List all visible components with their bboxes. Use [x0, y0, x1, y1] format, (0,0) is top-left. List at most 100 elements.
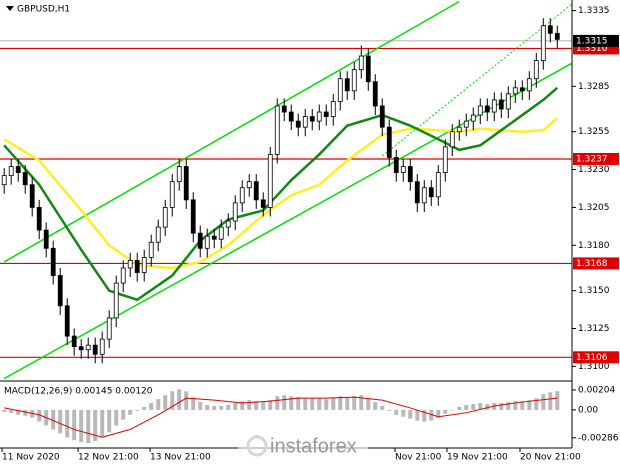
x-tick-label: 11 Nov 2020	[2, 453, 60, 463]
y-tick-label: 1.3125	[578, 324, 610, 334]
macd-bar	[548, 392, 553, 410]
macd-bar	[289, 396, 294, 410]
chart-title: GBPUSD,H1	[17, 5, 70, 15]
macd-bar	[443, 409, 448, 414]
macd-bar	[191, 397, 196, 410]
candle-body	[281, 105, 287, 113]
macd-bar	[100, 409, 105, 438]
candle-body	[372, 81, 378, 107]
level-label-box	[573, 257, 619, 270]
candle-body	[526, 78, 532, 92]
macd-bar	[282, 395, 287, 410]
macd-bar	[198, 402, 203, 410]
candle-body	[155, 226, 161, 243]
candle-body	[176, 166, 182, 183]
macd-bar	[499, 403, 504, 410]
macd-bar	[422, 409, 427, 422]
candle-body	[407, 166, 413, 183]
candle-body	[330, 101, 336, 117]
candle-body	[533, 60, 539, 80]
macd-bar	[352, 396, 357, 410]
macd-bar	[450, 409, 455, 411]
indicator-line	[381, 4, 572, 157]
macd-bar	[310, 398, 315, 410]
candle-body	[505, 93, 511, 110]
y-tick-label: 1.3230	[578, 165, 610, 175]
macd-bar	[135, 409, 140, 411]
macd-bar	[506, 402, 511, 410]
macd-bar	[149, 403, 154, 410]
macd-bar	[527, 400, 532, 410]
macd-bar	[471, 404, 476, 410]
candle-body	[554, 32, 560, 40]
y-tick-label: 0.00204	[578, 385, 615, 395]
indicator-line	[3, 62, 572, 380]
macd-bar	[226, 404, 231, 410]
candle-body	[197, 232, 203, 249]
level-label-box	[573, 152, 619, 165]
plot-area	[0, 0, 572, 380]
candle-body	[15, 166, 21, 173]
candle-body	[456, 126, 462, 133]
macd-bar	[275, 396, 280, 410]
candle-body	[92, 344, 98, 355]
candle-body	[540, 25, 546, 61]
y-tick-label: 1.3205	[578, 203, 610, 213]
macd-bar	[429, 409, 434, 421]
macd-bar	[408, 409, 413, 419]
candle-body	[428, 187, 434, 198]
macd-bar	[65, 409, 70, 438]
candle-body	[29, 184, 35, 208]
y-tick-label: 1.3150	[578, 286, 610, 296]
candle-body	[323, 111, 329, 117]
macd-bar	[296, 397, 301, 410]
candle-body	[414, 181, 420, 204]
macd-bar	[128, 409, 133, 415]
candle-body	[120, 267, 126, 284]
macd-bar	[58, 409, 63, 434]
candle-body	[57, 275, 63, 307]
macd-bar	[142, 406, 147, 410]
indicator-line	[3, 117, 559, 270]
candle-body	[78, 346, 84, 351]
candle-body	[477, 105, 483, 116]
candle-body	[393, 157, 399, 173]
macd-bar	[513, 401, 518, 410]
macd-bar	[86, 409, 91, 444]
candle-body	[344, 78, 350, 92]
level-label: 1.3106	[576, 353, 608, 363]
macd-bar	[359, 395, 364, 410]
macd-bar	[464, 404, 469, 410]
candle-body	[127, 259, 133, 269]
macd-bar	[219, 405, 224, 410]
candle-body	[309, 116, 315, 122]
watermark: instaforex	[238, 435, 368, 460]
macd-bar	[16, 409, 21, 415]
candle-body	[36, 207, 42, 231]
candle-body	[183, 166, 189, 201]
macd-bar	[184, 391, 189, 410]
candle-body	[246, 181, 252, 189]
symbol-icon	[6, 6, 14, 11]
candle-body	[267, 154, 273, 208]
macd-bar	[205, 404, 210, 410]
macd-bar	[485, 404, 490, 410]
candle-body	[386, 126, 392, 158]
macd-bar	[401, 409, 406, 417]
macd-bar	[163, 395, 168, 410]
x-tick-label: 20 Nov 21:00	[520, 453, 581, 463]
macd-bar	[380, 405, 385, 410]
candle-body	[211, 235, 217, 240]
x-tick-label: 13 Nov 21:00	[150, 453, 211, 463]
bid-label: 1.3315	[576, 36, 608, 46]
macd-bar	[114, 409, 119, 426]
macd-bar	[457, 406, 462, 410]
x-tick-label: 12 Nov 21:00	[78, 453, 139, 463]
y-tick-label: 1.3255	[578, 127, 610, 137]
candle-body	[547, 25, 553, 34]
macd-bar	[23, 409, 28, 416]
macd-bar	[555, 391, 560, 410]
macd-bar	[2, 409, 7, 412]
macd-bar	[345, 397, 350, 410]
macd-bar	[338, 396, 343, 410]
